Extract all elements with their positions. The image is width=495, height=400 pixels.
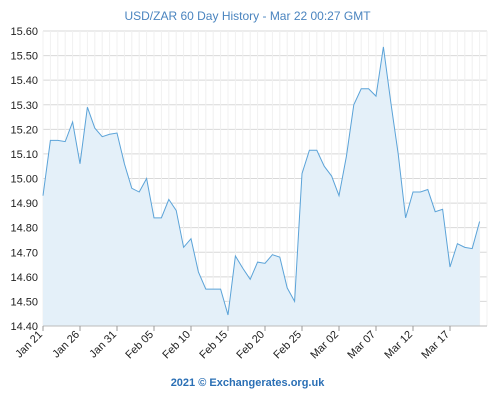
x-tick-label: Mar 17: [419, 329, 452, 362]
y-tick-label: 15.40: [10, 75, 38, 87]
y-tick-label: 14.80: [10, 223, 38, 235]
y-tick-label: 14.40: [10, 321, 38, 333]
series-area: [43, 46, 480, 327]
chart-footer[interactable]: 2021 © Exchangerates.org.uk: [170, 377, 325, 389]
x-tick-label: Feb 10: [160, 329, 193, 362]
x-tick-label: Mar 12: [382, 329, 415, 362]
x-tick-label: Mar 02: [308, 329, 341, 362]
y-tick-label: 14.90: [10, 198, 38, 210]
series-line: [42, 46, 481, 316]
y-tick-label: 15.20: [10, 124, 38, 136]
y-tick-label: 14.60: [10, 272, 38, 284]
y-tick-label: 15.00: [10, 174, 38, 186]
y-tick-label: 15.10: [10, 149, 38, 161]
x-tick-label: Feb 20: [234, 329, 267, 362]
chart-title: USD/ZAR 60 Day History - Mar 22 00:27 GM…: [124, 9, 371, 23]
x-tick-label: Feb 25: [271, 329, 304, 362]
x-tick-label: Jan 31: [87, 329, 119, 361]
y-tick-label: 15.60: [10, 26, 38, 38]
y-tick-label: 15.50: [10, 51, 38, 63]
x-tick-label: Mar 07: [345, 329, 378, 362]
x-tick-label: Jan 21: [13, 329, 45, 361]
y-tick-label: 14.70: [10, 247, 38, 259]
x-tick-label: Jan 26: [50, 329, 82, 361]
x-tick-label: Feb 15: [197, 329, 230, 362]
y-tick-label: 14.50: [10, 296, 38, 308]
x-tick-label: Feb 05: [123, 329, 156, 362]
y-tick-label: 15.30: [10, 100, 38, 112]
